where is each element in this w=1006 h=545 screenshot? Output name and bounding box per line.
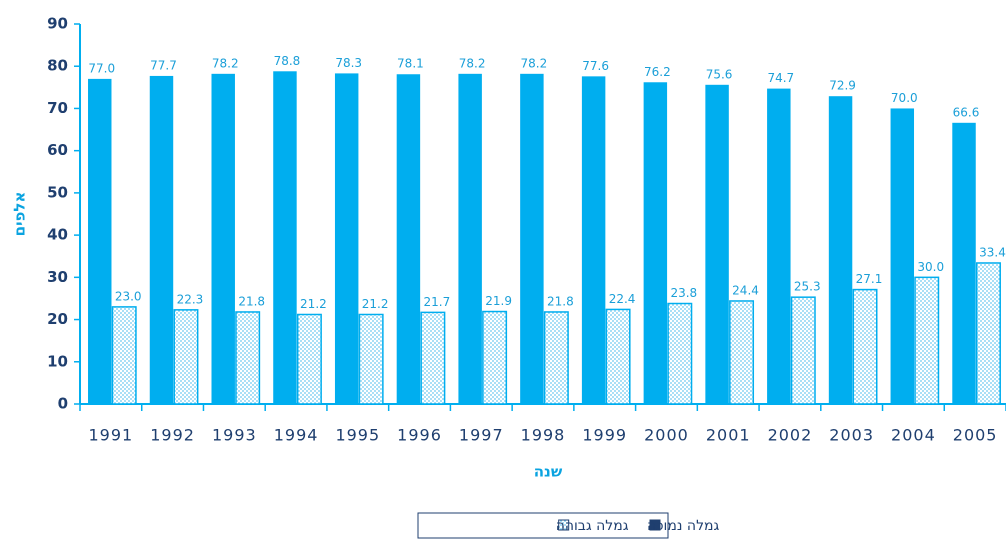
bar-high (543, 311, 569, 405)
bar-low (952, 122, 976, 405)
y-tick-label: 90 (47, 15, 68, 33)
bar-low (396, 74, 421, 404)
bar-low (334, 73, 359, 405)
bar-high (296, 313, 322, 405)
data-label: 21.7 (424, 295, 451, 309)
data-label: 66.6 (953, 105, 980, 119)
data-label: 77.0 (88, 61, 115, 75)
bar-high (482, 310, 508, 405)
bar-high (852, 288, 878, 405)
bar-low (273, 71, 297, 405)
data-label: 21.9 (485, 294, 512, 308)
y-tick-label: 10 (47, 352, 68, 370)
bar-low (211, 73, 235, 405)
y-tick-label: 60 (47, 141, 68, 159)
data-label: 30.0 (917, 260, 944, 274)
bar-high (729, 300, 755, 405)
data-label: 72.9 (829, 79, 856, 93)
data-label: 22.4 (609, 292, 636, 306)
data-label: 78.1 (397, 57, 424, 71)
y-tick-label: 70 (47, 99, 68, 117)
y-tick-label: 40 (47, 226, 68, 244)
data-label: 33.4 (979, 245, 1006, 259)
y-tick-label: 30 (47, 268, 68, 286)
x-tick-label: 1992 (150, 426, 195, 445)
x-axis-title: שנה (534, 463, 563, 481)
data-label: 78.8 (274, 54, 301, 68)
bar-low (520, 73, 544, 405)
bar-low (88, 78, 112, 404)
data-label: 78.2 (521, 56, 548, 70)
bar-high (235, 311, 261, 405)
y-tick-label: 50 (47, 183, 68, 201)
bar-low (890, 108, 915, 404)
x-tick-label: 1991 (89, 426, 134, 445)
data-label: 21.2 (362, 297, 389, 311)
legend-label: גמלה גבוהה (556, 518, 629, 534)
data-label: 75.6 (706, 67, 733, 81)
x-tick-label: 2005 (953, 426, 998, 445)
legend-swatch (649, 519, 661, 531)
data-label: 77.7 (150, 58, 177, 72)
x-tick-label: 2004 (891, 426, 936, 445)
data-label: 21.8 (238, 294, 265, 308)
legend-box (417, 512, 669, 539)
bar-low (581, 76, 606, 404)
bar-high (173, 309, 199, 405)
data-label: 25.3 (794, 280, 821, 294)
data-label: 74.7 (767, 71, 794, 85)
bar-low (643, 82, 668, 405)
x-tick-label: 2001 (706, 426, 751, 445)
bar-low (149, 75, 174, 404)
x-tick-label: 1999 (582, 426, 627, 445)
data-label: 21.8 (547, 294, 574, 308)
x-tick-label: 1993 (212, 426, 257, 445)
data-label: 21.2 (300, 297, 327, 311)
bar-high (976, 262, 1001, 405)
x-tick-label: 1994 (274, 426, 319, 445)
y-tick-label: 0 (58, 395, 68, 413)
y-tick-label: 20 (47, 310, 68, 328)
y-axis-title: אלפים (11, 192, 29, 237)
x-tick-label: 2002 (768, 426, 813, 445)
data-label: 23.0 (115, 289, 142, 303)
x-tick-label: 1996 (397, 426, 442, 445)
data-label: 78.3 (335, 56, 362, 70)
data-label: 23.8 (670, 286, 697, 300)
data-label: 22.3 (177, 292, 204, 306)
bar-high (111, 306, 137, 405)
y-tick-label: 80 (47, 57, 68, 75)
data-label: 24.4 (732, 283, 759, 297)
bar-low (767, 88, 791, 404)
x-tick-label: 1998 (521, 426, 566, 445)
data-label: 27.1 (856, 272, 883, 286)
x-tick-label: 1997 (459, 426, 504, 445)
data-label: 78.2 (212, 56, 239, 70)
bar-low (705, 84, 729, 405)
bar-high (420, 311, 446, 405)
bar-low (458, 73, 482, 405)
bar-high (667, 302, 693, 405)
bar-high (605, 308, 631, 405)
bar-high (914, 276, 940, 405)
data-label: 70.0 (891, 91, 918, 105)
data-label: 78.2 (459, 56, 486, 70)
legend-swatch (558, 519, 570, 531)
bar-low (828, 96, 853, 404)
x-tick-label: 2000 (644, 426, 689, 445)
bar-high (790, 296, 816, 405)
legend-label: גמלה נמוכה (647, 518, 720, 534)
x-tick-label: 1995 (335, 426, 380, 445)
data-label: 77.6 (582, 59, 609, 73)
bar-high (358, 313, 384, 405)
x-tick-label: 2003 (829, 426, 874, 445)
data-label: 76.2 (644, 65, 671, 79)
